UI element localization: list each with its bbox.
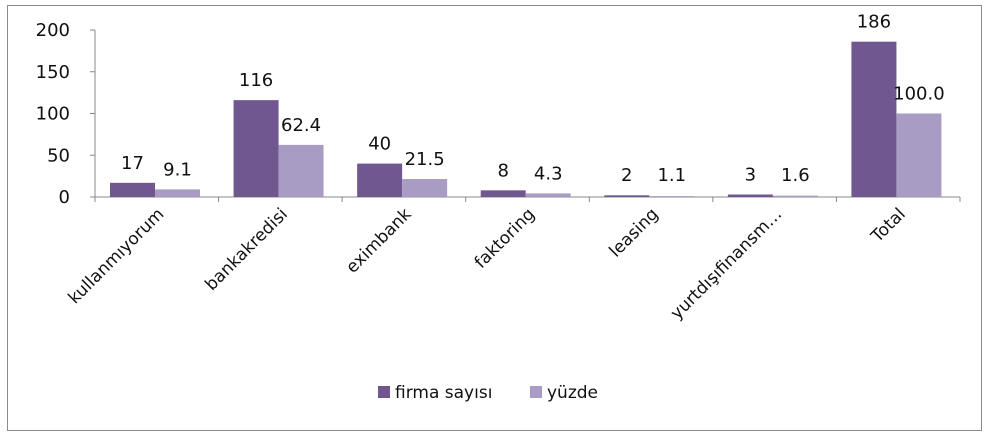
bar-yuzde [278, 144, 324, 197]
chart-frame [7, 5, 982, 431]
data-label: 40 [368, 134, 391, 155]
data-label: 1.1 [657, 165, 686, 186]
y-tick-label: 150 [36, 62, 70, 83]
bar-yuzde [896, 113, 942, 197]
legend: firma sayısı yüzde [378, 383, 598, 403]
legend-label: yüzde [547, 383, 598, 403]
data-label: 21.5 [405, 149, 445, 170]
data-label: 4.3 [534, 163, 563, 184]
data-label: 8 [497, 160, 508, 181]
legend-label: firma sayısı [395, 383, 492, 403]
data-labels: 17 116 40 8 2 3 186 9.1 62.4 21.5 4.3 1.1 1.6 100.0 [121, 12, 945, 186]
y-tick-label: 50 [47, 145, 70, 166]
y-tick-label: 0 [59, 187, 70, 208]
data-label: 3 [745, 164, 756, 185]
category-label: kullanmıyorum [65, 204, 169, 308]
bar-firma-sayisi [604, 195, 650, 197]
bar-firma-sayisi [727, 194, 773, 197]
x-axis: kullanmıyorum bankakredisi eximbank faktori… [65, 196, 961, 324]
data-label: 116 [239, 70, 273, 91]
bar-firma-sayisi [357, 163, 403, 197]
bar-yuzde [525, 193, 571, 197]
bar-yuzde [402, 179, 448, 197]
data-label: 186 [857, 12, 891, 33]
category-label: Total [867, 204, 910, 247]
data-label: 2 [621, 165, 632, 186]
y-axis: 0 50 100 150 200 [36, 20, 96, 208]
category-label: eximbank [342, 204, 415, 277]
bar-yuzde [649, 196, 695, 197]
bar-firma-sayisi [851, 41, 897, 197]
data-label: 100.0 [893, 84, 945, 105]
y-tick-label: 100 [36, 104, 70, 125]
data-label: 62.4 [281, 115, 321, 136]
category-label: bankakredisi [201, 204, 291, 294]
data-label: 9.1 [163, 159, 192, 180]
data-label: 17 [121, 153, 144, 174]
bar-yuzde [155, 189, 200, 197]
category-label: yurtdışıfinansm… [667, 204, 786, 323]
bar-firma-sayisi [110, 182, 155, 197]
data-label: 1.6 [781, 165, 810, 186]
category-label: leasing [606, 204, 663, 261]
bar-firma-sayisi [233, 100, 279, 197]
bars [110, 41, 942, 197]
bar-firma-sayisi [480, 190, 526, 197]
bar-yuzde [772, 195, 818, 197]
legend-swatch [530, 386, 542, 398]
category-label: faktoring [471, 204, 539, 272]
y-tick-label: 200 [36, 20, 70, 41]
legend-swatch [378, 386, 390, 398]
